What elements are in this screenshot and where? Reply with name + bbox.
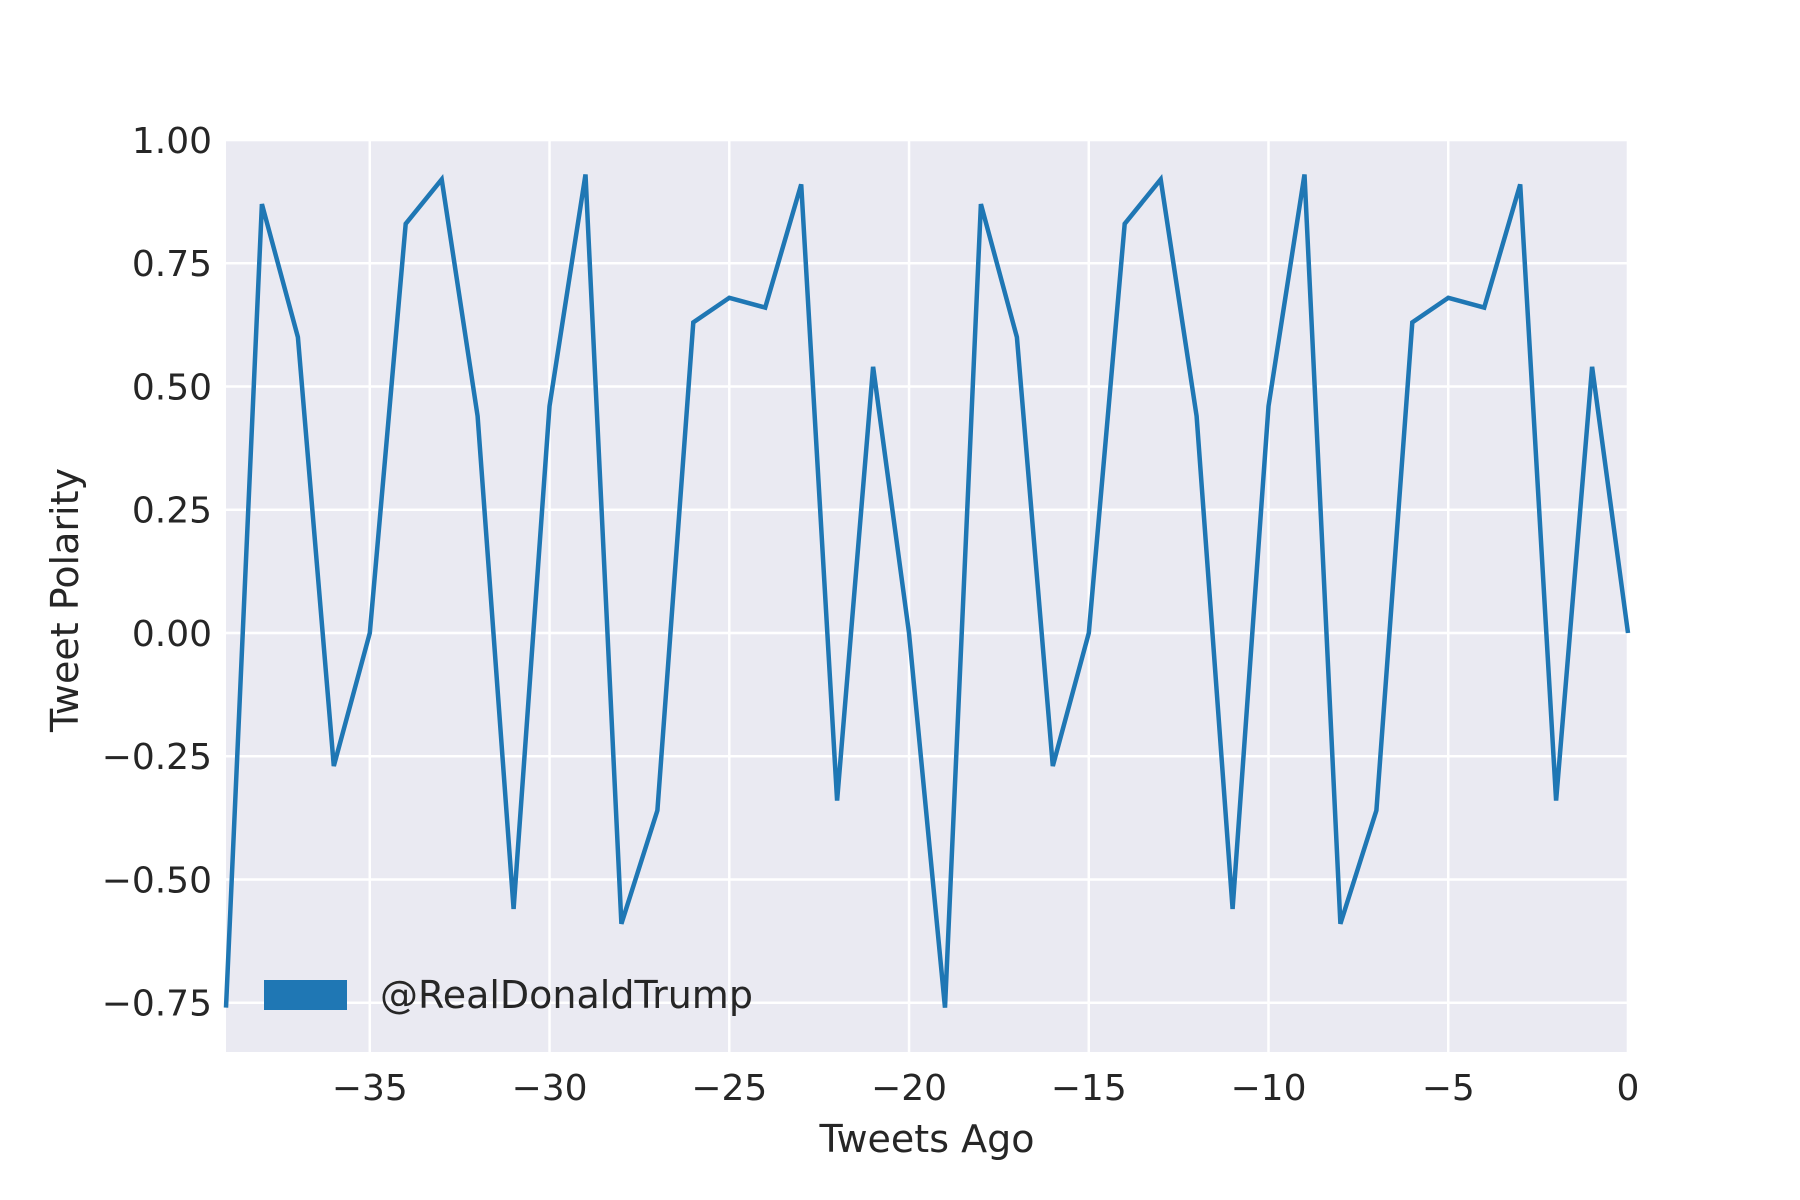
x-axis-label: Tweets Ago [819,1117,1035,1161]
x-axis-ticks: −35 −30 −25 −20 −15 −10 −5 0 [332,1068,1640,1109]
y-tick-label: −0.50 [102,860,212,901]
y-tick-label: 0.50 [132,367,212,408]
y-tick-label: 0.00 [132,614,212,655]
series-line [223,174,1631,1008]
y-axis-ticks: 1.00 0.75 0.50 0.25 0.00 −0.25 −0.50 −0.75 [102,121,212,1025]
x-tick-label: −30 [512,1068,588,1109]
y-tick-label: 0.25 [132,491,212,532]
x-tick-label: −20 [871,1068,947,1109]
y-tick-label: 1.00 [132,121,212,162]
series-layer [223,174,1631,1008]
y-axis-label: Tweet Polarity [43,468,87,733]
legend-label: @RealDonaldTrump [380,973,753,1017]
x-tick-label: −35 [332,1068,408,1109]
x-tick-label: −25 [691,1068,767,1109]
y-tick-label: 0.75 [132,244,212,285]
x-tick-label: −5 [1422,1068,1475,1109]
legend-swatch [264,980,347,1010]
y-tick-label: −0.25 [102,737,212,778]
legend: @RealDonaldTrump [264,973,753,1017]
plot-area [226,140,1628,1052]
x-tick-label: −10 [1231,1068,1307,1109]
grid [226,138,1630,1052]
y-tick-label: −0.75 [102,984,212,1025]
x-tick-label: −15 [1051,1068,1127,1109]
x-tick-label: 0 [1617,1068,1640,1109]
